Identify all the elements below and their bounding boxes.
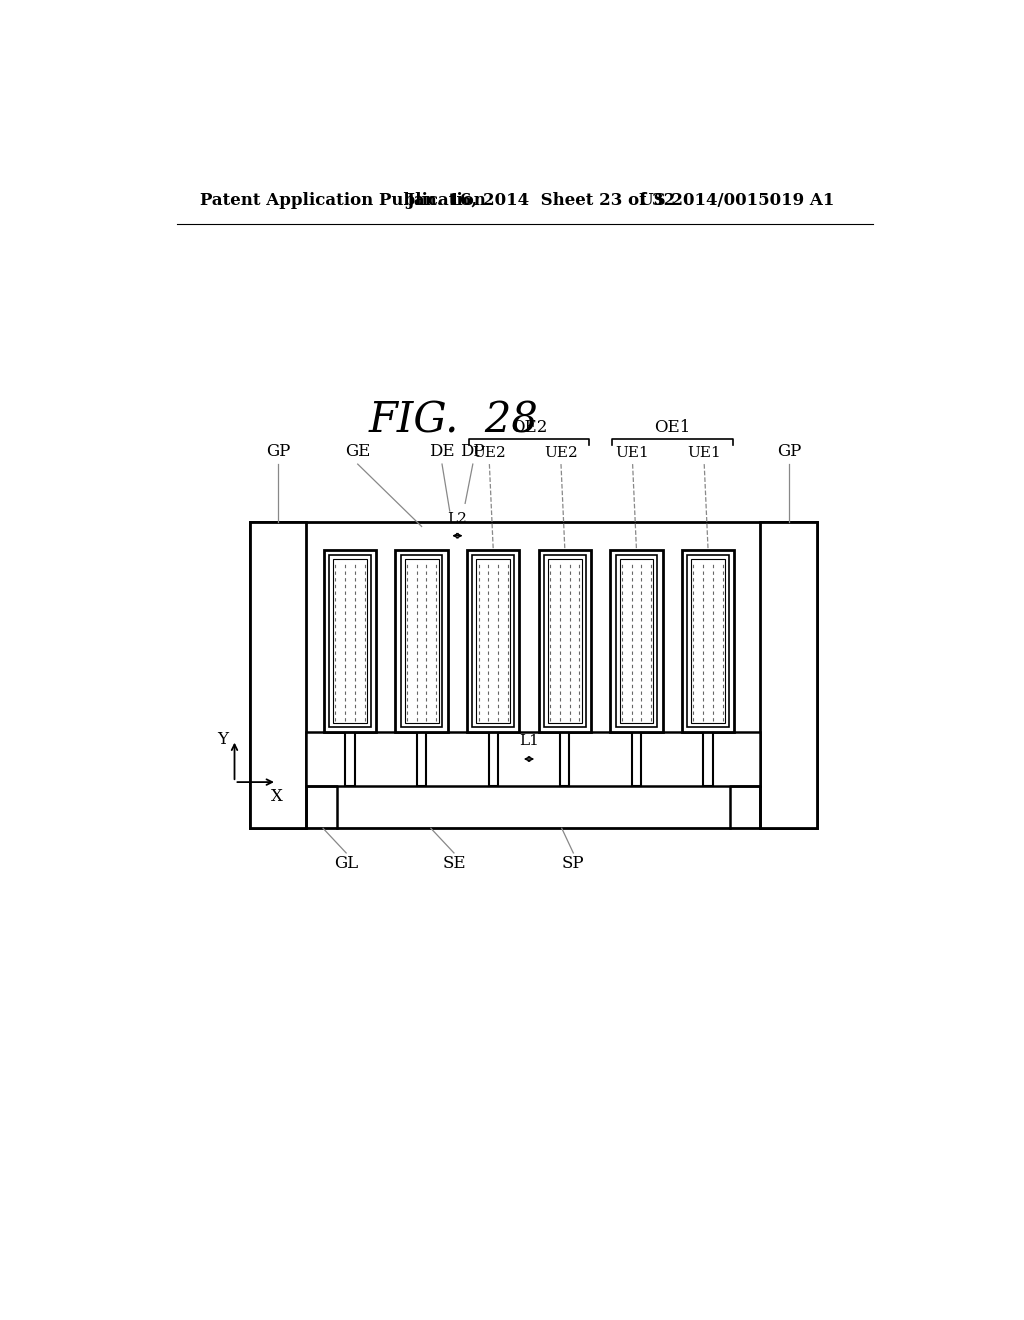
Bar xyxy=(761,521,817,829)
Text: GP: GP xyxy=(777,444,801,461)
Bar xyxy=(488,733,498,785)
Text: OE1: OE1 xyxy=(654,418,690,436)
Text: DE: DE xyxy=(429,444,455,461)
Bar xyxy=(703,733,713,785)
Text: US 2014/0015019 A1: US 2014/0015019 A1 xyxy=(639,193,835,210)
Bar xyxy=(615,554,657,726)
Text: SE: SE xyxy=(442,855,466,873)
Bar xyxy=(472,554,514,726)
Bar xyxy=(404,558,438,723)
Text: UE1: UE1 xyxy=(687,446,721,461)
Text: Patent Application Publication: Patent Application Publication xyxy=(200,193,485,210)
Bar xyxy=(539,549,591,733)
Text: GL: GL xyxy=(334,855,358,873)
Text: L2: L2 xyxy=(447,512,467,527)
Bar xyxy=(544,554,586,726)
Bar xyxy=(620,558,653,723)
Bar xyxy=(250,521,306,829)
Bar xyxy=(250,521,817,829)
Bar xyxy=(324,549,376,733)
Bar xyxy=(467,549,519,733)
Text: UE2: UE2 xyxy=(472,446,506,461)
Text: GE: GE xyxy=(345,444,371,461)
Bar xyxy=(476,558,510,723)
Text: GP: GP xyxy=(266,444,290,461)
Bar xyxy=(333,558,367,723)
Bar xyxy=(417,733,426,785)
Text: UE1: UE1 xyxy=(615,446,649,461)
Bar xyxy=(548,558,582,723)
Text: X: X xyxy=(271,788,283,805)
Bar xyxy=(395,549,447,733)
Bar xyxy=(330,554,371,726)
Text: L1: L1 xyxy=(519,734,539,748)
Text: DP: DP xyxy=(461,444,485,461)
Bar xyxy=(400,554,442,726)
Text: SP: SP xyxy=(562,855,585,873)
Text: UE2: UE2 xyxy=(544,446,578,461)
Text: OE2: OE2 xyxy=(511,418,547,436)
Bar xyxy=(560,733,569,785)
Bar xyxy=(306,733,761,785)
Bar xyxy=(610,549,663,733)
Bar xyxy=(632,733,641,785)
Bar xyxy=(682,549,734,733)
Bar xyxy=(687,554,729,726)
Text: Jan. 16, 2014  Sheet 23 of 32: Jan. 16, 2014 Sheet 23 of 32 xyxy=(407,193,676,210)
Text: FIG.  28: FIG. 28 xyxy=(369,399,539,441)
Bar xyxy=(345,733,354,785)
Bar xyxy=(691,558,725,723)
Text: Y: Y xyxy=(217,731,228,748)
